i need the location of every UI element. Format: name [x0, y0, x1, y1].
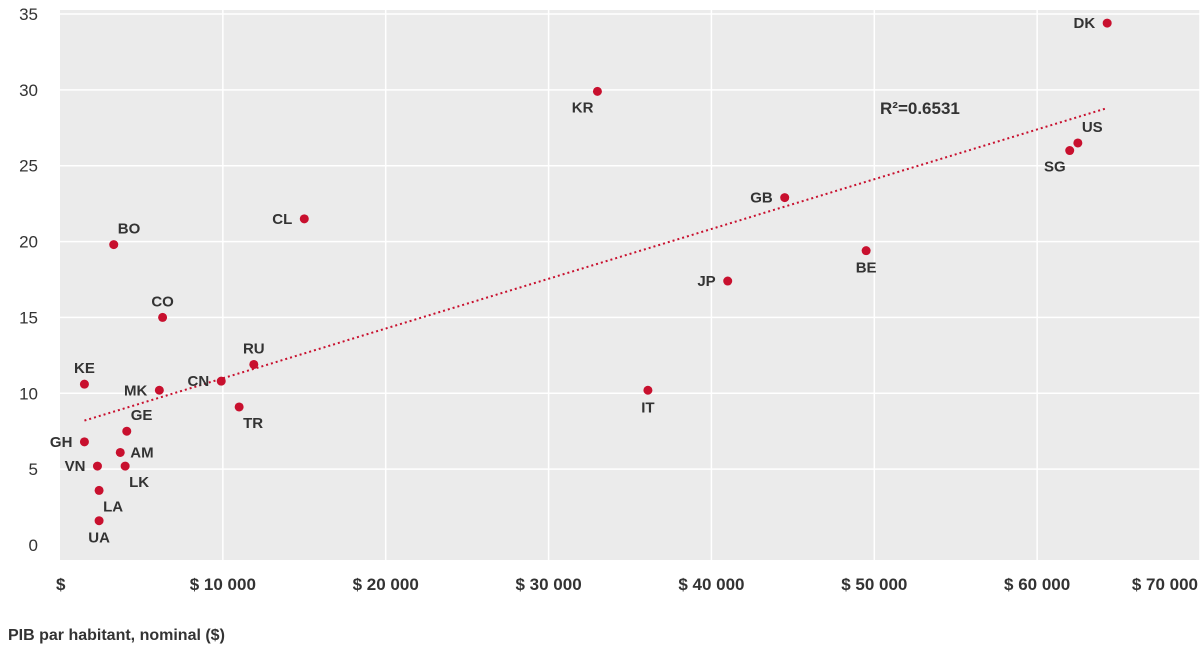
point-label: GB — [750, 190, 773, 207]
data-point — [154, 385, 164, 395]
data-point — [234, 402, 244, 412]
data-point — [1073, 138, 1083, 148]
y-tick-label: 20 — [19, 233, 38, 252]
x-tick-label: $ 60 000 — [1004, 575, 1070, 594]
data-point — [79, 379, 89, 389]
trendline-group — [84, 107, 1108, 422]
x-tick-label: $ 30 000 — [515, 575, 581, 594]
data-point — [861, 246, 871, 256]
data-point — [94, 485, 104, 495]
data-point — [299, 214, 309, 224]
grid-lines — [60, 10, 1201, 560]
data-point — [643, 385, 653, 395]
point-label: GH — [50, 434, 73, 451]
x-tick-label: $ 70 000 — [1132, 575, 1198, 594]
point-label: CN — [188, 373, 210, 390]
data-point — [1065, 146, 1075, 156]
point-label: VN — [65, 458, 86, 475]
data-point — [92, 461, 102, 471]
x-tick-label: $ 10 000 — [190, 575, 256, 594]
point-label: SG — [1044, 159, 1066, 176]
point-labels: DK KR US SG GB CL BO BE JP CO RU CN KE MK IT TR GE GH AM VN… — [50, 15, 1103, 547]
y-tick-label: 10 — [19, 384, 38, 403]
point-label: BE — [856, 260, 877, 277]
data-point — [109, 240, 119, 250]
data-point — [120, 461, 130, 471]
r-squared-annotation: R²=0.6531 — [880, 99, 960, 118]
x-tick-label: $ 50 000 — [841, 575, 907, 594]
y-tick-label: 0 — [29, 536, 38, 555]
data-point — [249, 359, 259, 369]
point-label: TR — [243, 415, 263, 432]
y-tick-label: 25 — [19, 157, 38, 176]
plot-background — [60, 10, 1200, 560]
point-label: GE — [131, 407, 153, 424]
x-tick-label: $ 40 000 — [678, 575, 744, 594]
data-point — [780, 193, 790, 203]
data-point — [94, 516, 104, 526]
point-label: LK — [129, 474, 149, 491]
point-label: US — [1082, 119, 1103, 136]
data-point — [216, 376, 226, 386]
x-axis-label: PIB par habitant, nominal ($) — [8, 627, 225, 644]
trendline — [84, 107, 1108, 422]
x-tick-label: $ 20 000 — [353, 575, 419, 594]
point-label: DK — [1073, 15, 1095, 32]
point-label: LA — [103, 498, 123, 515]
point-label: CO — [151, 293, 174, 310]
y-tick-label: 30 — [19, 81, 38, 100]
y-axis-ticks: 0 5 10 15 20 25 30 35 — [19, 5, 38, 555]
data-point — [592, 86, 602, 96]
point-label: MK — [124, 382, 147, 399]
data-point — [115, 447, 125, 457]
point-label: BO — [118, 221, 141, 238]
point-label: AM — [130, 444, 153, 461]
data-point — [79, 437, 89, 447]
point-label: CL — [272, 211, 292, 228]
data-point — [158, 312, 168, 322]
x-tick-label: $ — [56, 575, 66, 594]
point-label: KR — [572, 99, 594, 116]
point-label: UA — [88, 530, 110, 547]
x-axis-ticks: $ $ 10 000 $ 20 000 $ 30 000 $ 40 000 $ 50 00… — [56, 575, 1198, 594]
data-point — [122, 426, 132, 436]
point-label: KE — [74, 360, 95, 377]
y-tick-label: 35 — [19, 5, 38, 24]
data-points — [79, 18, 1112, 526]
y-tick-label: 5 — [29, 460, 38, 479]
y-tick-label: 15 — [19, 308, 38, 327]
point-label: RU — [243, 340, 265, 357]
point-label: JP — [697, 273, 715, 290]
data-point — [1102, 18, 1112, 28]
point-label: IT — [641, 399, 654, 416]
data-point — [723, 276, 733, 286]
